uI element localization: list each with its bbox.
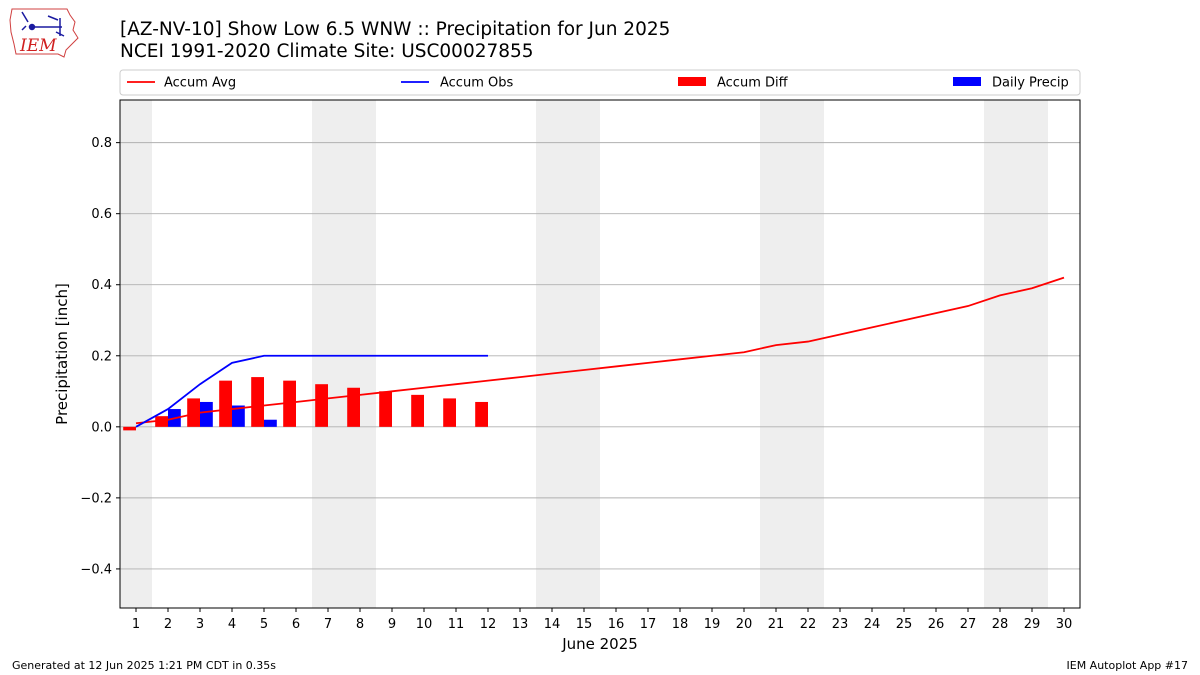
accum-diff-bar-day-8 (347, 387, 360, 427)
accum-diff-bar-day-12 (475, 401, 488, 427)
accum-diff-bar-day-9 (379, 391, 392, 427)
x-tick-label-13: 13 (512, 617, 529, 632)
chart-subtitle: NCEI 1991-2020 Climate Site: USC00027855 (120, 41, 534, 62)
daily-precip-bar-day-4 (232, 405, 245, 427)
x-tick-label-2: 2 (164, 617, 172, 632)
y-tick-label-3: 0.2 (91, 349, 112, 364)
plot-frame (119, 99, 1081, 609)
x-tick-label-26: 26 (928, 617, 945, 632)
x-tick-label-6: 6 (292, 617, 300, 632)
accum-diff-bar-day-1 (123, 426, 136, 431)
x-tick-label-15: 15 (576, 617, 593, 632)
accum-avg-line (135, 276, 1065, 425)
accum-diff-bar-day-2 (155, 416, 168, 427)
x-tick-label-21: 21 (768, 617, 785, 632)
x-tick-label-1: 1 (132, 617, 140, 632)
x-tick-label-9: 9 (388, 617, 396, 632)
x-axis: 1 2 3 4 5 6 7 8 9 10 11 12 13 14 15 16 17 18 19 20 21 22 23 24 2… (132, 608, 1072, 632)
y-tick-label-6: 0.8 (91, 136, 112, 151)
x-tick-label-18: 18 (672, 617, 689, 632)
legend-label-daily-precip: Daily Precip (992, 76, 1069, 91)
daily-precip-bar-day-3 (200, 401, 213, 427)
grid-lines (120, 142, 1080, 570)
x-tick-label-14: 14 (544, 617, 561, 632)
x-tick-label-20: 20 (736, 617, 753, 632)
y-tick-label-1: −0.2 (80, 491, 112, 506)
weekend-band-2 (536, 100, 600, 608)
x-tick-label-7: 7 (324, 617, 332, 632)
accum-diff-bar-day-6 (283, 380, 296, 427)
legend-label-accum-obs: Accum Obs (440, 76, 513, 91)
legend-swatch-daily-precip (953, 77, 981, 86)
x-tick-label-16: 16 (608, 617, 625, 632)
legend: Accum Avg Accum Obs Accum Diff Daily Pre… (119, 69, 1081, 96)
weekend-band-0 (120, 100, 152, 608)
x-tick-label-22: 22 (800, 617, 817, 632)
accum-diff-bar-day-5 (251, 377, 264, 427)
x-tick-label-17: 17 (640, 617, 657, 632)
x-tick-label-12: 12 (480, 617, 497, 632)
x-tick-label-23: 23 (832, 617, 849, 632)
x-tick-label-24: 24 (864, 617, 881, 632)
footer-app-id: IEM Autoplot App #17 (1066, 659, 1189, 672)
x-tick-label-3: 3 (196, 617, 204, 632)
y-axis: −0.4 −0.2 0.0 0.2 0.4 0.6 0.8 (80, 136, 120, 577)
daily-precip-bar-day-5 (264, 419, 277, 427)
x-tick-label-25: 25 (896, 617, 913, 632)
x-tick-label-30: 30 (1056, 617, 1073, 632)
weekend-band-3 (760, 100, 824, 608)
y-tick-label-2: 0.0 (91, 420, 112, 435)
x-tick-label-5: 5 (260, 617, 268, 632)
y-tick-label-5: 0.6 (91, 207, 112, 222)
chart-title: [AZ-NV-10] Show Low 6.5 WNW :: Precipita… (120, 19, 670, 40)
x-tick-label-19: 19 (704, 617, 721, 632)
x-axis-label: June 2025 (561, 635, 638, 653)
y-axis-label: Precipitation [inch] (53, 283, 71, 425)
accum-diff-bar-day-7 (315, 384, 328, 427)
legend-swatch-accum-diff (678, 77, 706, 86)
weekend-band-1 (312, 100, 376, 608)
y-tick-label-0: −0.4 (80, 562, 112, 577)
x-tick-label-10: 10 (416, 617, 433, 632)
x-tick-label-8: 8 (356, 617, 364, 632)
logo-text: IEM (19, 36, 57, 56)
x-tick-label-4: 4 (228, 617, 236, 632)
accum-diff-bar-day-3 (187, 398, 200, 427)
weekend-band-4 (984, 100, 1048, 608)
bars (123, 377, 488, 431)
accum-obs-line (135, 354, 488, 428)
accum-diff-bar-day-4 (219, 380, 232, 427)
accum-diff-bar-day-11 (443, 398, 456, 427)
y-tick-label-4: 0.4 (91, 278, 112, 293)
x-tick-label-28: 28 (992, 617, 1009, 632)
weather-station-icon (21, 11, 65, 37)
legend-label-accum-avg: Accum Avg (164, 76, 236, 91)
x-tick-label-11: 11 (448, 617, 465, 632)
x-tick-label-29: 29 (1024, 617, 1041, 632)
weekend-shading (120, 100, 1048, 608)
footer-generated: Generated at 12 Jun 2025 1:21 PM CDT in … (12, 659, 277, 672)
iem-logo: IEM (9, 8, 79, 58)
legend-frame (119, 69, 1081, 96)
legend-label-accum-diff: Accum Diff (717, 76, 789, 91)
accum-diff-bar-day-10 (411, 394, 424, 427)
lines (135, 276, 1065, 428)
x-tick-label-27: 27 (960, 617, 977, 632)
